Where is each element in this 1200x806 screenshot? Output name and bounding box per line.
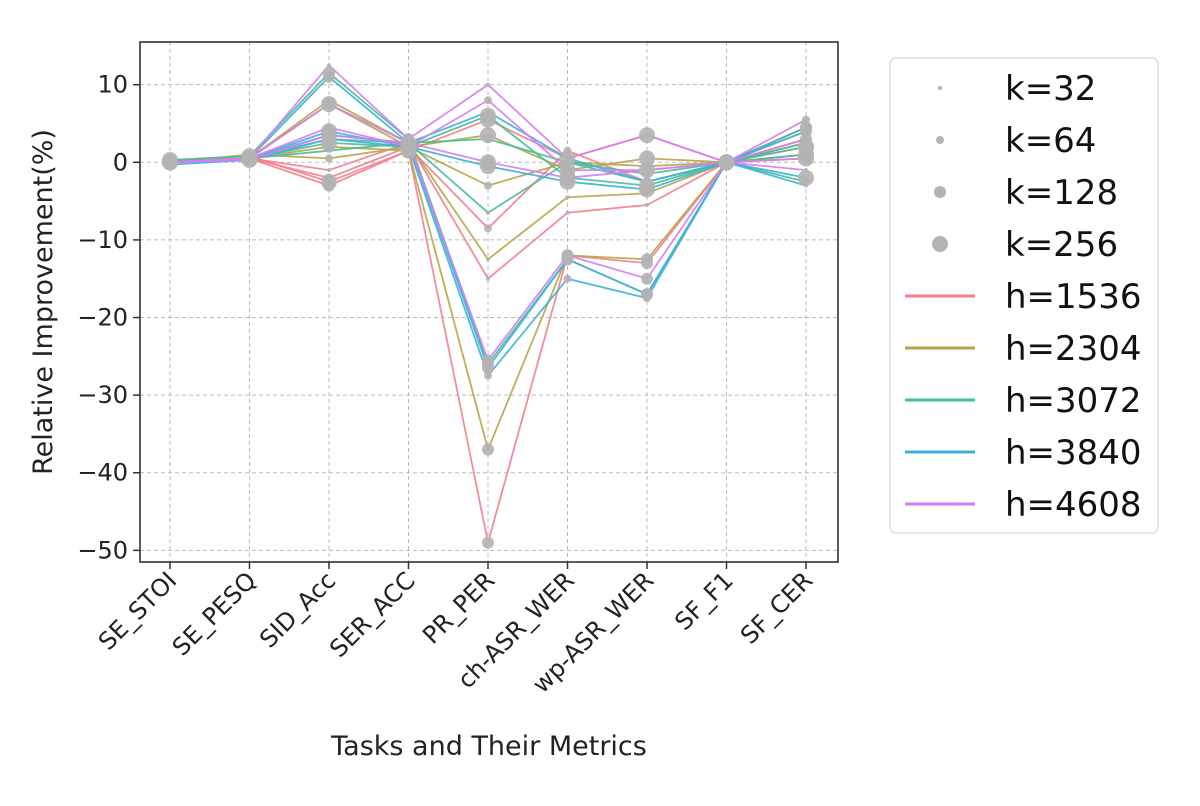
data-point: [484, 135, 492, 144]
y-tick-label: 10: [97, 71, 128, 99]
data-point: [321, 127, 337, 144]
data-point: [482, 354, 494, 367]
legend-label: k=32: [1005, 69, 1096, 109]
data-point: [639, 181, 655, 198]
legend-frame: [889, 57, 1159, 534]
x-tick-label: SE_PESQ: [167, 566, 262, 661]
data-point: [800, 121, 812, 134]
data-point: [484, 371, 492, 380]
y-axis: 10 0 −10 −20 −30 −40 −50: [77, 71, 140, 564]
legend-label: h=1536: [1005, 277, 1142, 317]
legend-label: h=4608: [1005, 485, 1142, 525]
data-point: [484, 96, 492, 105]
data-point: [484, 181, 492, 190]
y-tick-label: −40: [77, 459, 128, 487]
data-point: [561, 249, 574, 262]
data-point: [482, 443, 494, 456]
data-point: [480, 107, 496, 124]
data-point: [645, 202, 649, 207]
data-point: [800, 133, 812, 146]
legend-label: k=128: [1005, 173, 1118, 213]
data-point: [482, 536, 494, 549]
data-point: [565, 195, 570, 200]
data-point: [327, 168, 331, 173]
y-tick-label: 0: [113, 148, 128, 176]
data-point: [639, 162, 655, 179]
legend-marker: [934, 186, 946, 198]
x-tick-label: SF_CER: [735, 566, 818, 649]
data-point: [486, 109, 490, 114]
x-tick-label: SF_F1: [669, 566, 738, 635]
data-point: [241, 151, 258, 168]
data-point: [325, 154, 333, 163]
legend-label: k=64: [1005, 121, 1096, 161]
data-point: [486, 257, 490, 262]
data-point: [327, 63, 331, 68]
y-axis-label: Relative Improvement(%): [28, 129, 59, 475]
data-point: [484, 224, 492, 233]
series-markers: [162, 63, 814, 549]
legend-label: k=256: [1005, 225, 1118, 265]
data-point: [559, 169, 576, 186]
x-axis: SE_STOISE_PESQSID_AccSER_ACCPR_PERch-ASR…: [93, 562, 818, 699]
data-point: [162, 154, 178, 171]
legend-label: h=3072: [1005, 381, 1142, 421]
data-point: [563, 274, 572, 283]
y-tick-label: −50: [77, 536, 128, 564]
legend: k=32 k=64 k=128 k=256 h=1536 h=2304 h=3072 h=38…: [889, 57, 1159, 534]
legend-label: h=2304: [1005, 329, 1142, 369]
x-tick-label: PR_PER: [417, 566, 500, 649]
data-point: [798, 169, 814, 186]
x-tick-label: SER_ACC: [324, 566, 421, 663]
data-point: [645, 133, 649, 138]
data-point: [486, 82, 490, 87]
data-point: [641, 253, 653, 266]
data-point: [641, 288, 653, 301]
y-tick-label: −10: [77, 226, 128, 254]
x-axis-label: Tasks and Their Metrics: [330, 731, 647, 762]
data-point: [639, 150, 655, 167]
data-point: [802, 115, 810, 124]
data-point: [400, 134, 417, 151]
data-point: [323, 70, 335, 83]
plot-area: [139, 41, 839, 563]
data-point: [641, 272, 653, 285]
legend-marker: [936, 136, 944, 144]
data-point: [323, 98, 335, 111]
data-point: [718, 154, 735, 171]
data-point: [486, 276, 490, 281]
legend-marker: [938, 86, 942, 90]
data-point: [565, 210, 570, 215]
data-point: [563, 158, 572, 167]
legend-marker: [932, 236, 948, 252]
data-point: [798, 150, 814, 167]
data-point: [804, 168, 808, 173]
y-tick-label: −30: [77, 381, 128, 409]
y-tick-label: −20: [77, 304, 128, 332]
data-point: [565, 156, 570, 161]
data-point: [321, 173, 337, 190]
data-point: [480, 154, 496, 171]
legend-label: h=3840: [1005, 433, 1142, 473]
data-point: [486, 210, 490, 215]
